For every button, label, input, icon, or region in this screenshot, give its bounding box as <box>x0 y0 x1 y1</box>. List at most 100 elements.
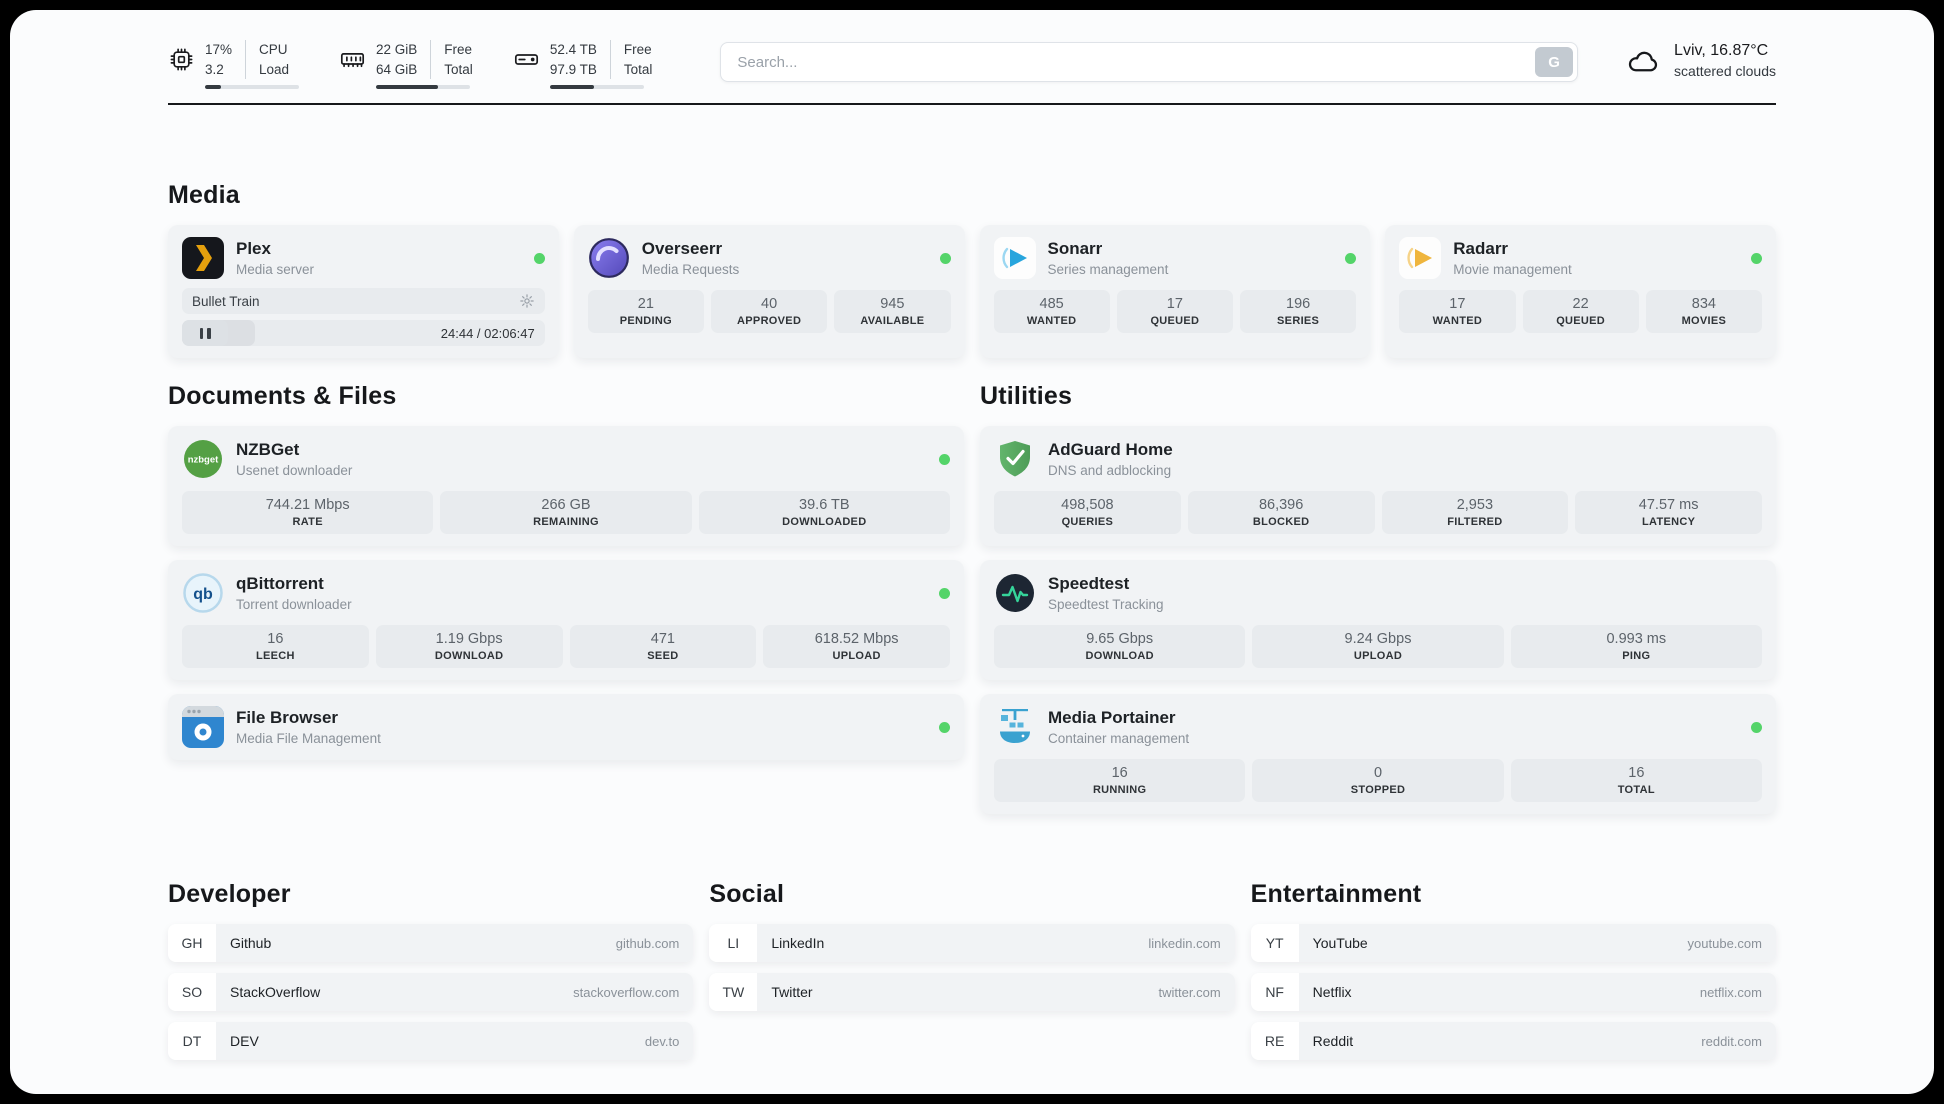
overseerr-icon <box>588 237 630 279</box>
search-bar: G <box>720 42 1579 82</box>
app-name-nzbget: NZBGet <box>236 440 300 460</box>
bookmark-twitter[interactable]: TW Twitter twitter.com <box>709 973 1235 1012</box>
ram-progressbar <box>376 85 470 90</box>
ram-total-label: Total <box>444 61 473 77</box>
filebrowser-icon <box>182 706 224 749</box>
app-description-plex: Media server <box>236 262 315 278</box>
pause-button[interactable] <box>182 320 228 347</box>
status-online-dot <box>939 453 950 465</box>
stat-wanted: 485 WANTED <box>993 290 1110 334</box>
app-name-overseerr: Overseerr <box>641 239 723 259</box>
stat-latency: 47.57 ms LATENCY <box>1575 491 1762 535</box>
app-card-portainer[interactable]: Media Portainer Container management 16 R… <box>980 694 1776 815</box>
bookmark-url: netflix.com <box>1699 984 1762 1000</box>
cpu-usage-label: CPU <box>259 42 288 57</box>
app-card-nzbget[interactable]: nzbget NZBGet Usenet downloader 744.21 M… <box>168 426 964 547</box>
search-engine-button[interactable]: G <box>1535 47 1574 77</box>
ram-total-value: 64 GiB <box>376 61 418 77</box>
section-heading-media: Media <box>168 181 240 210</box>
bookmark-abbr: NF <box>1250 973 1299 1012</box>
app-card-sonarr[interactable]: Sonarr Series management 485 WANTED 17 QUE… <box>979 225 1371 359</box>
now-playing-title: Bullet Train <box>192 293 260 309</box>
documents-column: Documents & Files nzbget NZBGet Usenet d <box>168 382 964 828</box>
bookmark-netflix[interactable]: NF Netflix netflix.com <box>1250 973 1776 1012</box>
app-card-filebrowser[interactable]: File Browser Media File Management <box>168 694 964 761</box>
bookmark-name: StackOverflow <box>230 984 321 1001</box>
bookmark-url: youtube.com <box>1687 935 1762 951</box>
cpu-progressbar <box>205 85 299 90</box>
app-card-radarr[interactable]: Radarr Movie management 17 WANTED 22 QUEUE… <box>1385 225 1776 359</box>
app-name-qbittorrent: qBittorrent <box>236 574 324 594</box>
cpu-chip-icon <box>168 46 195 73</box>
stat-stopped: 0 STOPPED <box>1252 759 1504 803</box>
stat-download: 1.19 Gbps DOWNLOAD <box>375 625 563 669</box>
app-description-qbittorrent: Torrent downloader <box>236 597 352 613</box>
cpu-usage-value: 17% <box>205 42 233 57</box>
ram-icon <box>339 46 366 73</box>
stat-approved: 40 APPROVED <box>711 290 828 334</box>
hard-drive-icon <box>513 46 540 73</box>
stat-queued: 17 QUEUED <box>1116 290 1233 334</box>
search-input[interactable] <box>720 42 1579 82</box>
app-description-nzbget: Usenet downloader <box>236 463 353 479</box>
bookmark-github[interactable]: GH Github github.com <box>168 924 694 963</box>
app-description-speedtest: Speedtest Tracking <box>1048 597 1164 613</box>
weather-widget: Lviv, 16.87°C scattered clouds <box>1624 42 1776 79</box>
stat-queries: 498,508 QUERIES <box>994 491 1181 535</box>
bookmarks-developer: Developer GH Github github.com SO StackO… <box>168 880 694 1071</box>
stat-ping: 0.993 ms PING <box>1510 625 1762 669</box>
now-playing-row: Bullet Train <box>182 288 545 315</box>
weather-location-temp: Lviv, 16.87°C <box>1674 42 1769 59</box>
bookmark-youtube[interactable]: YT YouTube youtube.com <box>1250 924 1776 963</box>
status-online-dot <box>939 721 950 733</box>
qbittorrent-icon: qb <box>182 572 224 614</box>
bookmark-reddit[interactable]: RE Reddit reddit.com <box>1250 1022 1776 1061</box>
ram-widget: 22 GiB 64 GiB Free Total <box>339 40 473 90</box>
dashboard-page: 17% 3.2 CPU Load <box>10 10 1934 1094</box>
player-elapsed-total-time: 24:44 / 02:06:47 <box>440 325 535 341</box>
nzbget-icon: nzbget <box>182 438 224 480</box>
disk-free-label: Free <box>623 42 652 57</box>
status-online-dot <box>533 252 545 264</box>
app-name-adguard: AdGuard Home <box>1048 440 1173 460</box>
bookmark-url: stackoverflow.com <box>573 984 680 1000</box>
stat-downloaded: 39.6 TB DOWNLOADED <box>698 491 950 535</box>
bookmark-abbr: SO <box>168 973 216 1012</box>
svg-text:qb: qb <box>193 586 213 603</box>
bookmark-url: linkedin.com <box>1148 935 1221 951</box>
app-name-speedtest: Speedtest <box>1048 574 1130 594</box>
section-heading-entertainment: Entertainment <box>1250 880 1422 909</box>
stat-leech: 16 LEECH <box>182 625 369 669</box>
bookmark-dev-to[interactable]: DT DEV dev.to <box>168 1022 694 1061</box>
cpu-widget: 17% 3.2 CPU Load <box>168 40 299 90</box>
bookmarks-social: Social LI LinkedIn linkedin.com TW Twitt… <box>709 880 1235 1071</box>
bookmark-stackoverflow[interactable]: SO StackOverflow stackoverflow.com <box>168 973 694 1012</box>
stat-available: 945 AVAILABLE <box>834 290 951 334</box>
bookmark-linkedin[interactable]: LI LinkedIn linkedin.com <box>709 924 1235 963</box>
bookmarks-entertainment: Entertainment YT YouTube youtube.com NF … <box>1250 880 1776 1071</box>
app-name-plex: Plex <box>236 239 271 259</box>
stat-upload: 9.24 Gbps UPLOAD <box>1252 625 1504 669</box>
stat-series: 196 SERIES <box>1240 290 1357 334</box>
section-heading-developer: Developer <box>168 880 291 909</box>
stat-pending: 21 PENDING <box>587 290 704 334</box>
app-card-overseerr[interactable]: Overseerr Media Requests 21 PENDING 40 APP… <box>573 225 965 359</box>
svg-text:nzbget: nzbget <box>188 455 219 466</box>
topbar-divider <box>168 103 1776 106</box>
sonarr-icon <box>993 237 1036 280</box>
speedtest-icon <box>994 572 1036 614</box>
app-card-plex[interactable]: Plex Media server Bullet Train <box>168 225 559 359</box>
settings-gear-icon[interactable] <box>519 293 535 309</box>
stat-wanted: 17 WANTED <box>1399 290 1516 334</box>
app-card-speedtest[interactable]: Speedtest Speedtest Tracking 9.65 Gbps DO… <box>980 560 1776 681</box>
bookmark-name: DEV <box>230 1033 259 1050</box>
stat-movies: 834 MOVIES <box>1645 290 1762 334</box>
bookmark-abbr: LI <box>709 924 758 963</box>
app-card-qbittorrent[interactable]: qb qBittorrent Torrent downloader 16 LEEC… <box>168 560 964 681</box>
media-card-row: Plex Media server Bullet Train <box>168 225 1776 359</box>
cpu-load-label: Load <box>259 61 290 77</box>
plex-icon <box>182 237 224 280</box>
app-card-adguard[interactable]: AdGuard Home DNS and adblocking 498,508 Q… <box>980 426 1776 547</box>
bookmark-url: reddit.com <box>1701 1033 1762 1049</box>
stat-total: 16 TOTAL <box>1510 759 1762 803</box>
